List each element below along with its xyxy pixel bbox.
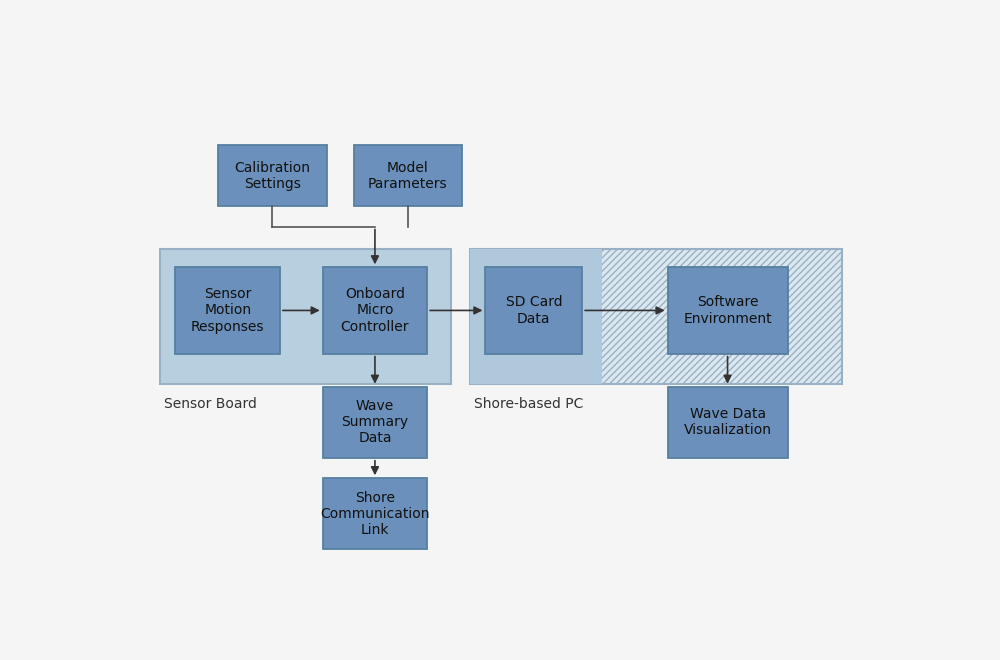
Text: Sensor
Motion
Responses: Sensor Motion Responses (191, 287, 264, 334)
Text: Sensor Board: Sensor Board (164, 397, 257, 411)
Bar (470, 249, 842, 384)
Bar (323, 478, 427, 549)
Text: Onboard
Micro
Controller: Onboard Micro Controller (341, 287, 409, 334)
Bar (218, 145, 326, 206)
Bar (175, 267, 280, 354)
Text: Calibration
Settings: Calibration Settings (234, 160, 310, 191)
Bar (668, 387, 788, 458)
Bar (160, 249, 450, 384)
Bar (323, 387, 427, 458)
Text: Model
Parameters: Model Parameters (368, 160, 448, 191)
Text: SD Card
Data: SD Card Data (506, 295, 562, 325)
Bar (354, 145, 462, 206)
Bar (470, 249, 602, 384)
Text: Wave
Summary
Data: Wave Summary Data (341, 399, 409, 446)
Text: Shore-based PC: Shore-based PC (474, 397, 583, 411)
Text: Software
Environment: Software Environment (683, 295, 772, 325)
Bar (485, 267, 582, 354)
Bar (323, 267, 427, 354)
Bar (668, 267, 788, 354)
Text: Shore
Communication
Link: Shore Communication Link (320, 490, 430, 537)
Text: Wave Data
Visualization: Wave Data Visualization (684, 407, 772, 438)
